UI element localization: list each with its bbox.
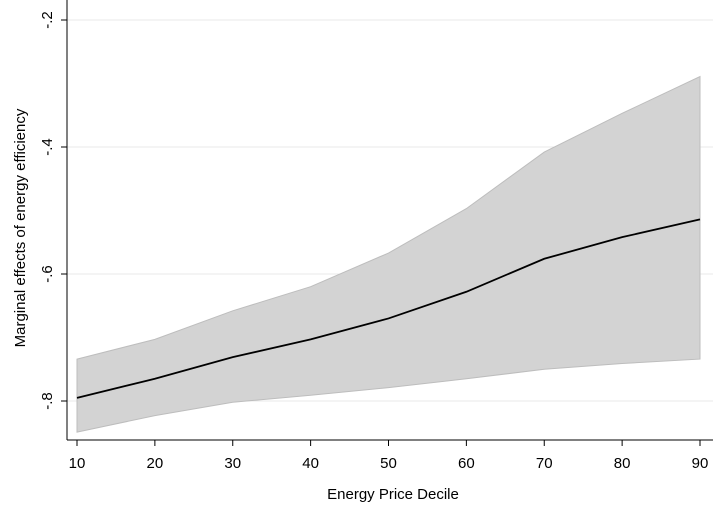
x-tick-label: 70	[536, 455, 553, 472]
x-axis-title: Energy Price Decile	[327, 486, 459, 503]
confidence-band	[76, 75, 701, 433]
y-tick-label: -.8	[39, 392, 56, 410]
x-tick-label: 10	[69, 455, 86, 472]
ticks: -.2 -.4 -.6 -.8 10 20 30 40 50 60 70 80 90	[39, 11, 708, 472]
y-tick-label: -.4	[39, 138, 56, 156]
y-tick-label: -.6	[39, 265, 56, 283]
x-tick-label: 50	[380, 455, 397, 472]
y-axis-title: Marginal effects of energy efficiency	[12, 108, 29, 347]
x-tick-label: 30	[224, 455, 241, 472]
confidence-band-area	[76, 75, 701, 433]
x-tick-label: 20	[147, 455, 164, 472]
x-tick-label: 60	[458, 455, 475, 472]
series-lines	[76, 218, 701, 399]
x-tick-label: 40	[302, 455, 319, 472]
x-tick-label: 90	[692, 455, 709, 472]
y-tick-label: -.2	[39, 11, 56, 29]
series-line	[76, 218, 701, 399]
x-tick-label: 80	[614, 455, 631, 472]
axes	[66, 0, 713, 441]
